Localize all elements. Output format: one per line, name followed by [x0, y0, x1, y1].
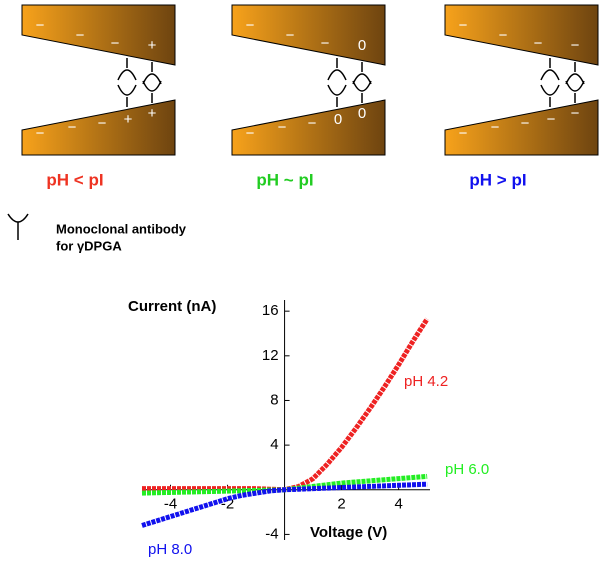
y-tick-label: 8 [270, 391, 278, 408]
x-tick-label: 4 [394, 496, 402, 513]
y-tick-label: 12 [262, 347, 279, 364]
series-label: pH 8.0 [148, 541, 192, 558]
antibody [327, 84, 347, 107]
charge: − [68, 119, 77, 136]
charge: − [521, 115, 530, 132]
antibody [565, 80, 585, 103]
charge: − [76, 27, 85, 44]
charge: − [547, 111, 556, 128]
y-tick-label: -4 [265, 525, 278, 542]
y-tick-label: 16 [262, 302, 279, 319]
y-axis-label: Current (nA) [128, 298, 216, 315]
antibody-cup [540, 69, 560, 81]
lower-plate [444, 99, 599, 156]
antibody [565, 62, 585, 85]
legend-text: for γDPGA [56, 238, 122, 253]
series-line [141, 481, 428, 528]
x-axis-label: Voltage (V) [310, 524, 387, 541]
charge: − [246, 17, 255, 34]
antibody-cup [117, 69, 137, 81]
antibody [540, 58, 560, 81]
lower-plate [231, 99, 386, 156]
charge: − [111, 35, 120, 52]
antibody [352, 80, 372, 103]
antibody [117, 84, 137, 107]
antibody-cup [352, 80, 372, 92]
charge: − [571, 105, 580, 122]
charge: + [148, 37, 157, 54]
condition-label: pH > pI [469, 170, 526, 189]
series-label: pH 4.2 [404, 373, 448, 390]
antibody [117, 58, 137, 81]
antibody [327, 58, 347, 81]
charge: − [278, 119, 287, 136]
antibody [352, 62, 372, 85]
upper-plate [21, 4, 176, 66]
charge: − [459, 125, 468, 142]
antibody-cup [565, 80, 585, 92]
charge: − [308, 115, 317, 132]
charge: − [36, 17, 45, 34]
charge: − [286, 27, 295, 44]
condition-label: pH ~ pI [256, 170, 313, 189]
charge: + [124, 111, 133, 128]
antibody-cup [565, 73, 585, 85]
antibody-cup [327, 69, 347, 81]
legend-icon [7, 213, 29, 240]
charge: + [148, 105, 157, 122]
antibody [142, 62, 162, 85]
series-label: pH 6.0 [445, 461, 489, 478]
upper-plate [444, 4, 599, 66]
antibody-cup [142, 73, 162, 85]
antibody-cup [540, 84, 560, 96]
legend-text: Monoclonal antibody [56, 221, 187, 236]
charge: − [459, 17, 468, 34]
x-tick-label: -4 [164, 496, 177, 513]
upper-plate [231, 4, 386, 66]
antibody [540, 84, 560, 107]
charge: − [246, 125, 255, 142]
condition-label: pH < pI [46, 170, 103, 189]
antibody-cup [142, 80, 162, 92]
charge: − [36, 125, 45, 142]
antibody-cup [327, 84, 347, 96]
antibody-cup [117, 84, 137, 96]
charge: − [499, 27, 508, 44]
charge: − [534, 35, 543, 52]
charge: 0 [334, 111, 342, 128]
charge: − [321, 35, 330, 52]
charge: − [491, 119, 500, 136]
charge: − [571, 37, 580, 54]
y-tick-label: 4 [270, 436, 278, 453]
charge: 0 [358, 37, 366, 54]
antibody [142, 80, 162, 103]
x-tick-label: 2 [337, 496, 345, 513]
charge: 0 [358, 105, 366, 122]
charge: − [98, 115, 107, 132]
antibody-cup [352, 73, 372, 85]
lower-plate [21, 99, 176, 156]
